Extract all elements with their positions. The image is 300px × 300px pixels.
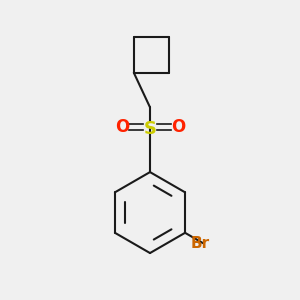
Text: S: S <box>143 120 157 138</box>
Text: O: O <box>171 118 185 136</box>
Text: Br: Br <box>190 236 209 250</box>
Text: O: O <box>115 118 129 136</box>
